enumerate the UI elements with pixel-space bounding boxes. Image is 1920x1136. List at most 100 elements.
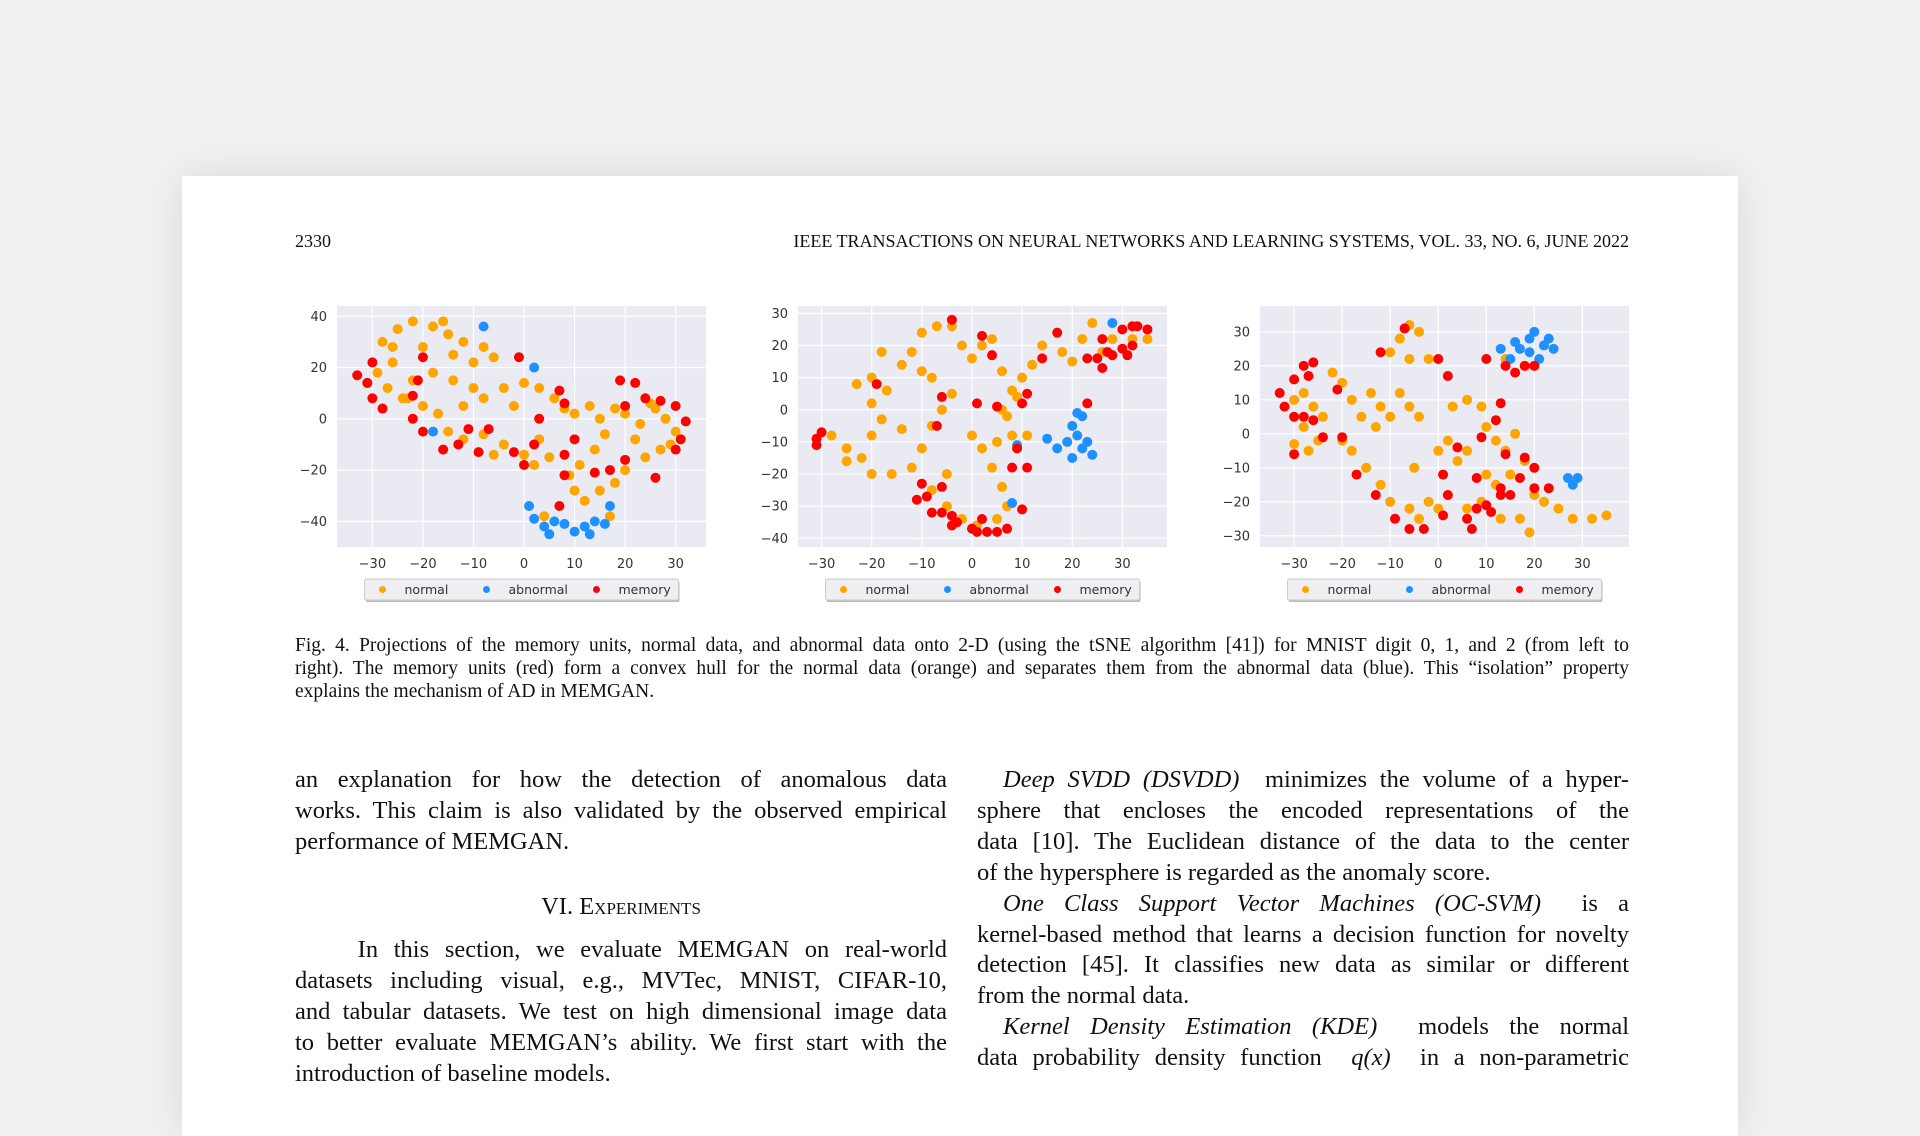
y-tick-label: 10 bbox=[1233, 393, 1250, 408]
normal-point bbox=[1346, 394, 1357, 405]
memory-point bbox=[987, 350, 998, 361]
normal-point bbox=[906, 462, 917, 473]
normal-point bbox=[468, 357, 479, 368]
y-tick-label: 20 bbox=[771, 339, 788, 354]
memory-point bbox=[1495, 398, 1506, 409]
legend-marker-normal bbox=[1302, 586, 1309, 593]
y-tick-label: 40 bbox=[310, 310, 327, 325]
legend-marker-abnormal bbox=[1406, 586, 1413, 593]
memory-point bbox=[367, 393, 378, 404]
abnormal-point bbox=[1510, 337, 1521, 348]
memory-point bbox=[871, 379, 882, 390]
normal-point bbox=[1481, 422, 1492, 433]
legend: normal abnormal memory bbox=[364, 578, 680, 602]
x-tick-label: 30 bbox=[1114, 557, 1131, 572]
normal-point bbox=[966, 430, 977, 441]
abnormal-point bbox=[559, 518, 570, 529]
memory-point bbox=[1471, 472, 1482, 483]
y-tick-label: −40 bbox=[300, 515, 327, 530]
memory-point bbox=[1390, 513, 1401, 524]
normal-point bbox=[1385, 411, 1396, 422]
memory-point bbox=[670, 444, 681, 455]
figure-4-plot-digit-1: −30 −20 −10 0 10 20 30 −40 −30 −20 −10 0 10 20 30 norma… bbox=[748, 300, 1188, 610]
legend-label: normal bbox=[866, 582, 910, 597]
normal-point bbox=[428, 367, 439, 378]
memory-point bbox=[921, 491, 932, 502]
text-line: works. This claim is also validated by t… bbox=[295, 795, 947, 826]
italic-term: Deep SVDD (DSVDD) bbox=[1003, 766, 1240, 793]
normal-point bbox=[1567, 513, 1578, 524]
series-normal bbox=[826, 318, 1153, 531]
abnormal-point bbox=[539, 521, 550, 532]
memory-point bbox=[513, 352, 524, 363]
normal-point bbox=[916, 366, 927, 377]
memory-point bbox=[534, 413, 545, 424]
memory-point bbox=[992, 526, 1003, 537]
abnormal-point bbox=[1087, 449, 1098, 460]
memory-point bbox=[1337, 432, 1348, 443]
memory-point bbox=[1370, 489, 1381, 500]
normal-point bbox=[1385, 347, 1396, 358]
legend-marker-memory bbox=[1516, 586, 1523, 593]
abnormal-point bbox=[1067, 452, 1078, 463]
normal-point bbox=[544, 452, 555, 463]
normal-point bbox=[992, 514, 1003, 525]
memory-point bbox=[951, 517, 962, 528]
memory-point bbox=[640, 393, 651, 404]
memory-point bbox=[1002, 523, 1013, 534]
normal-point bbox=[841, 443, 852, 454]
abnormal-point bbox=[1543, 333, 1554, 344]
memory-point bbox=[1418, 523, 1429, 534]
legend-label: memory bbox=[619, 582, 672, 597]
x-tick-label: 20 bbox=[617, 557, 634, 572]
normal-point bbox=[372, 367, 383, 378]
memory-point bbox=[1495, 489, 1506, 500]
memory-point bbox=[630, 377, 641, 388]
x-tick-label: 20 bbox=[1064, 557, 1081, 572]
text-line: Deep SVDD (DSVDD) minimizes the volume o… bbox=[977, 764, 1629, 795]
text-line: Kernel Density Estimation (KDE) models t… bbox=[977, 1011, 1629, 1042]
points bbox=[811, 314, 1153, 537]
memory-point bbox=[1490, 415, 1501, 426]
memory-point bbox=[1022, 462, 1033, 473]
legend-label: normal bbox=[405, 582, 449, 597]
normal-point bbox=[1414, 513, 1425, 524]
normal-point bbox=[881, 385, 892, 396]
text-line: data probability density function q(x) i… bbox=[977, 1042, 1629, 1073]
y-tick-label: −40 bbox=[761, 532, 788, 547]
memory-point bbox=[916, 478, 927, 489]
memory-point bbox=[1082, 398, 1093, 409]
x-tick-label: 30 bbox=[1574, 557, 1591, 572]
normal-point bbox=[574, 459, 585, 470]
normal-point bbox=[428, 321, 439, 332]
text-segment: detection [45]. It classifies new data a… bbox=[977, 951, 1629, 979]
text-segment: introduction of baseline models. bbox=[295, 1059, 611, 1087]
text-line: performance of MEMGAN. bbox=[295, 826, 947, 857]
memory-point bbox=[554, 385, 565, 396]
page-number: 2330 bbox=[295, 231, 331, 251]
y-tick-label: 30 bbox=[1233, 325, 1250, 340]
memory-point bbox=[976, 514, 987, 525]
x-tick-label: 10 bbox=[566, 557, 583, 572]
memory-point bbox=[615, 375, 626, 386]
normal-point bbox=[1017, 372, 1028, 383]
memory-point bbox=[473, 447, 484, 458]
y-tick-label: −10 bbox=[761, 435, 788, 450]
legend-marker-normal bbox=[379, 586, 386, 593]
normal-point bbox=[1375, 401, 1386, 412]
memory-point bbox=[1438, 469, 1449, 480]
normal-point bbox=[1462, 394, 1473, 405]
normal-point bbox=[1289, 439, 1300, 450]
abnormal-point bbox=[478, 321, 489, 332]
scatter-chart: −30 −20 −10 0 10 20 30 −40 −30 −20 −10 0 10 20 30 norma… bbox=[761, 306, 1167, 602]
x-tick-label: −10 bbox=[1376, 557, 1403, 572]
memory-point bbox=[559, 470, 570, 481]
memory-point bbox=[1529, 360, 1540, 371]
memory-point bbox=[1012, 443, 1023, 454]
legend: normal abnormal memory bbox=[825, 578, 1141, 602]
normal-point bbox=[1370, 422, 1381, 433]
normal-point bbox=[936, 404, 947, 415]
memory-point bbox=[508, 447, 519, 458]
memory-point bbox=[1404, 523, 1415, 534]
memory-point bbox=[1476, 432, 1487, 443]
